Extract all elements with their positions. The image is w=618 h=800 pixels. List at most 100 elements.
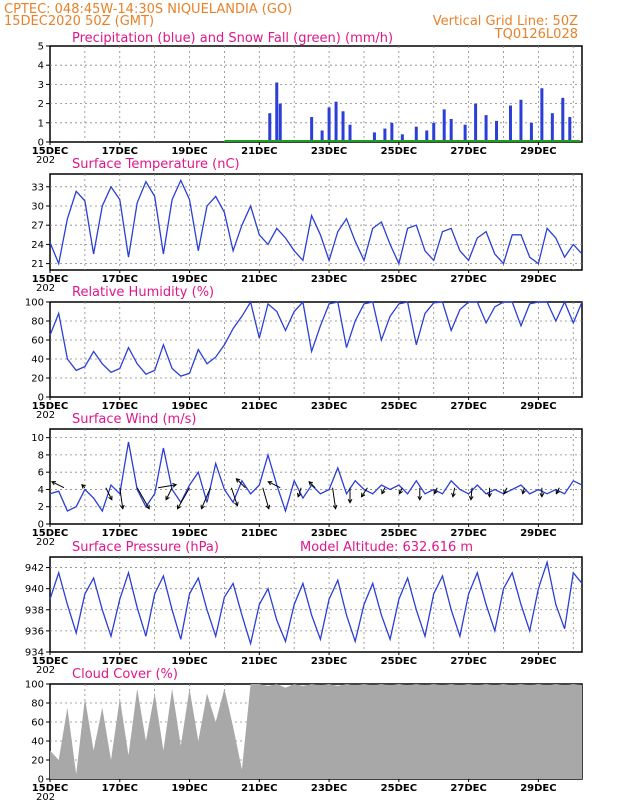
panel-6: Cloud Cover (%) 0 20 40 60 80 100 15DEC 17DEC 19D… <box>25 667 583 800</box>
wind-arrow <box>177 487 190 509</box>
wind-arrow <box>51 481 65 489</box>
y-tick-label: 0 <box>38 138 44 149</box>
y-tick-label: 936 <box>25 626 44 637</box>
x-tick-label: 29DEC <box>520 656 556 667</box>
wind-arrow-head <box>468 495 474 501</box>
plot-frame <box>49 301 583 398</box>
x-tick-label: 21DEC <box>241 146 277 157</box>
y-tick-label: 80 <box>31 699 44 710</box>
precip-bar <box>561 97 565 142</box>
y-tick-label: 40 <box>31 355 44 366</box>
precip-bar <box>414 126 418 142</box>
x-tick-label: 19DEC <box>171 528 207 539</box>
wind-arrow <box>555 487 560 494</box>
wind-arrow <box>105 487 113 500</box>
x-tick-label: 17DEC <box>102 783 138 794</box>
wind-arrow-head <box>172 482 178 488</box>
x-tick-label: 27DEC <box>450 656 486 667</box>
x-tick-label: 21DEC <box>241 783 277 794</box>
x-tick-label: 19DEC <box>171 146 207 157</box>
header-grid-note: Vertical Grid Line: 50Z <box>433 14 578 29</box>
wind-arrow-head <box>108 495 113 501</box>
x-tick-label: 27DEC <box>450 528 486 539</box>
precip-bar <box>268 113 272 142</box>
wind-arrow-head <box>381 489 386 495</box>
y-tick-label: 3 <box>38 80 44 91</box>
precip-bar <box>372 132 376 142</box>
x-tick-label: 21DEC <box>241 401 277 412</box>
x-tick-label: 15DEC <box>32 783 68 794</box>
x-tick-label: 15DEC <box>32 146 68 157</box>
y-tick-label: 0 <box>38 393 44 404</box>
y-tick-label: 24 <box>31 240 44 251</box>
series-line <box>49 178 583 266</box>
x-tick-label: 23DEC <box>311 783 347 794</box>
wind-arrow-head <box>145 504 150 510</box>
x-tick-label: 25DEC <box>381 401 417 412</box>
precip-bar <box>320 130 324 142</box>
series-line <box>49 300 583 377</box>
y-tick-label: 40 <box>31 737 44 748</box>
wind-arrow-head <box>347 498 353 504</box>
x-tick-label: 25DEC <box>381 656 417 667</box>
precip-bar <box>529 122 533 142</box>
y-tick-label: 21 <box>31 259 44 270</box>
y-tick-label: 20 <box>31 374 44 385</box>
y-tick-label: 27 <box>31 221 44 232</box>
x-tick-label: 17DEC <box>102 401 138 412</box>
x-tick-label: 27DEC <box>450 401 486 412</box>
y-tick-label: 938 <box>25 605 44 616</box>
x-tick-label: 25DEC <box>381 146 417 157</box>
wind-arrow-head <box>51 481 56 486</box>
wind-arrow-head <box>451 492 456 498</box>
x-tick-label: 29DEC <box>520 274 556 285</box>
wind-arrow-head <box>539 492 545 498</box>
wind-arrow <box>522 487 525 494</box>
wind-arrow-head <box>487 492 492 498</box>
wind-arrow-head <box>417 495 423 501</box>
precip-bar <box>310 117 314 142</box>
wind-arrow-head <box>398 489 403 495</box>
panel-1: Precipitation (blue) and Snow Fall (gree… <box>32 31 583 166</box>
series-line <box>49 441 583 514</box>
x-tick-label: 17DEC <box>102 146 138 157</box>
x-tick-label: 21DEC <box>241 274 277 285</box>
x-year-label: 202 <box>36 665 55 676</box>
panels: Precipitation (blue) and Snow Fall (gree… <box>25 31 583 800</box>
precip-bar <box>540 88 544 142</box>
precip-bar <box>449 118 453 142</box>
y-tick-label: 2 <box>38 99 44 110</box>
wind-arrow-head <box>503 489 508 495</box>
x-tick-label: 23DEC <box>311 528 347 539</box>
x-year-label: 202 <box>36 537 55 548</box>
precip-bar <box>341 111 345 142</box>
panel-3: Relative Humidity (%) 0 20 40 60 80 100 15DEC 17… <box>25 285 583 421</box>
panel-annotation: Model Altitude: 632.616 m <box>300 540 473 555</box>
wind-arrow <box>236 478 246 489</box>
precip-bar <box>334 101 338 142</box>
x-tick-label: 29DEC <box>520 146 556 157</box>
panel-title: Relative Humidity (%) <box>72 285 214 300</box>
plot-frame <box>49 173 583 271</box>
x-tick-label: 19DEC <box>171 274 207 285</box>
x-year-label: 202 <box>36 155 55 166</box>
x-tick-label: 19DEC <box>171 783 207 794</box>
x-tick-label: 17DEC <box>102 528 138 539</box>
panel-title: Surface Pressure (hPa) <box>72 540 219 555</box>
wind-arrow <box>452 487 456 497</box>
wind-arrow-head <box>267 481 273 486</box>
y-tick-label: 30 <box>31 202 44 213</box>
x-tick-label: 25DEC <box>381 783 417 794</box>
y-tick-label: 0 <box>38 775 44 786</box>
x-tick-label: 19DEC <box>171 401 207 412</box>
y-tick-label: 942 <box>25 563 44 574</box>
y-tick-label: 80 <box>31 317 44 328</box>
x-year-label: 202 <box>36 792 55 800</box>
wind-arrow-head <box>332 504 338 510</box>
y-tick-label: 4 <box>38 61 44 72</box>
panel-title: Surface Temperature (nC) <box>72 157 240 172</box>
plot-frame <box>49 428 583 525</box>
precip-bar <box>432 122 436 142</box>
